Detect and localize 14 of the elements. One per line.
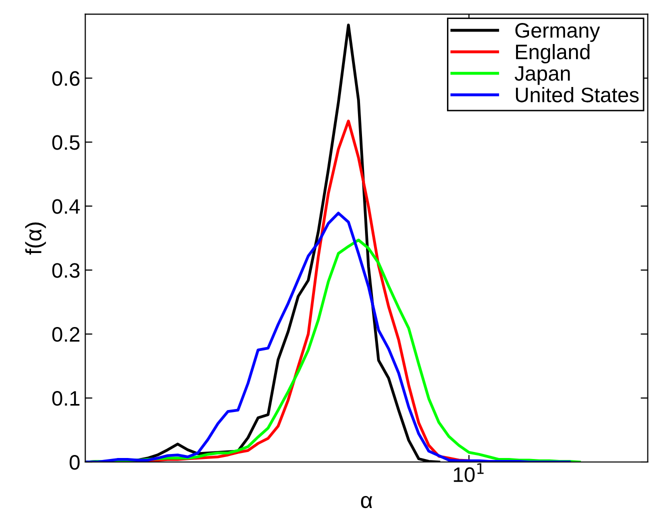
legend-label: Germany	[515, 23, 600, 42]
y-axis-title: f(α)	[25, 222, 46, 255]
x-axis-title: α	[361, 496, 372, 508]
y-tick-label: 0.5	[52, 135, 80, 150]
y-tick-label: 0.4	[52, 199, 80, 214]
y-tick-label: 0	[70, 455, 80, 470]
legend-label: England	[516, 44, 590, 64]
legend-label: Japan	[514, 66, 570, 85]
y-tick-label: 0.3	[52, 263, 80, 278]
legend-label: United States	[516, 87, 639, 102]
x-tick-label: 10$^{1}$	[454, 463, 484, 482]
y-tick-label: 0.1	[52, 391, 80, 406]
y-tick-label: 0.6	[52, 71, 80, 86]
y-tick-label: 0.2	[52, 327, 80, 342]
